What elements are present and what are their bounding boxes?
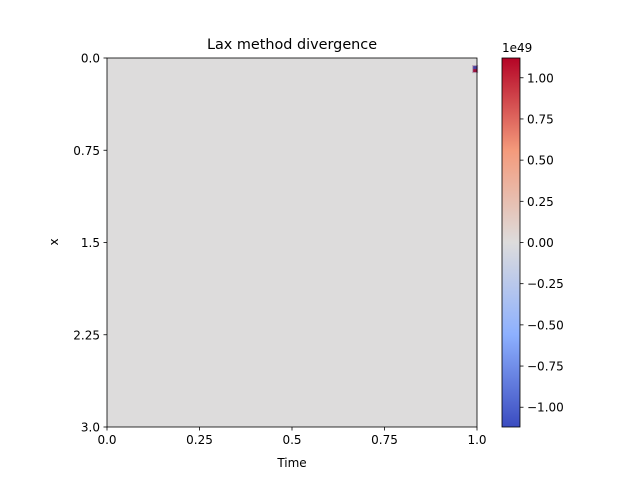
colorbar-tick-label: 0.25	[527, 195, 554, 209]
spike-cell-low	[473, 66, 478, 70]
colorbar	[502, 58, 520, 427]
colorbar-tick-label: −0.50	[527, 318, 564, 332]
colorbar-tick-label: −1.00	[527, 401, 564, 415]
spike-cell-high	[473, 69, 478, 73]
colorbar-tick-label: −0.25	[527, 277, 564, 291]
colorbar-tick-label: 0.50	[527, 154, 554, 168]
x-tick-label: 0.5	[282, 433, 301, 447]
y-tick-label: 1.5	[81, 236, 100, 250]
y-tick-label: 2.25	[73, 328, 100, 342]
colorbar-axis: −1.00 −0.75 −0.50 −0.25 0.00 0.25 0.50 0.75 1.00	[520, 71, 564, 415]
y-tick-label: 0.75	[73, 144, 100, 158]
y-tick-label: 3.0	[81, 421, 100, 435]
colorbar-tick-label: 1.00	[527, 71, 554, 85]
y-axis-label: x	[47, 238, 61, 245]
colorbar-scale-label: 1e49	[502, 41, 532, 55]
spike-marker	[472, 65, 479, 74]
x-axis-label: Time	[276, 456, 306, 470]
colorbar-tick-label: −0.75	[527, 360, 564, 374]
x-tick-label: 0.0	[97, 433, 116, 447]
x-tick-label: 1.0	[467, 433, 486, 447]
spike-halo	[472, 65, 479, 74]
x-tick-label: 0.75	[371, 433, 398, 447]
y-tick-label: 0.0	[81, 52, 100, 66]
y-axis: 0.0 0.75 1.5 2.25 3.0	[73, 52, 107, 435]
x-axis: 0.0 0.25 0.5 0.75 1.0	[97, 427, 487, 447]
heatmap-field	[107, 58, 477, 427]
colorbar-tick-label: 0.75	[527, 112, 554, 126]
colorbar-tick-label: 0.00	[527, 236, 554, 250]
x-tick-label: 0.25	[186, 433, 213, 447]
chart-title: Lax method divergence	[207, 37, 377, 53]
